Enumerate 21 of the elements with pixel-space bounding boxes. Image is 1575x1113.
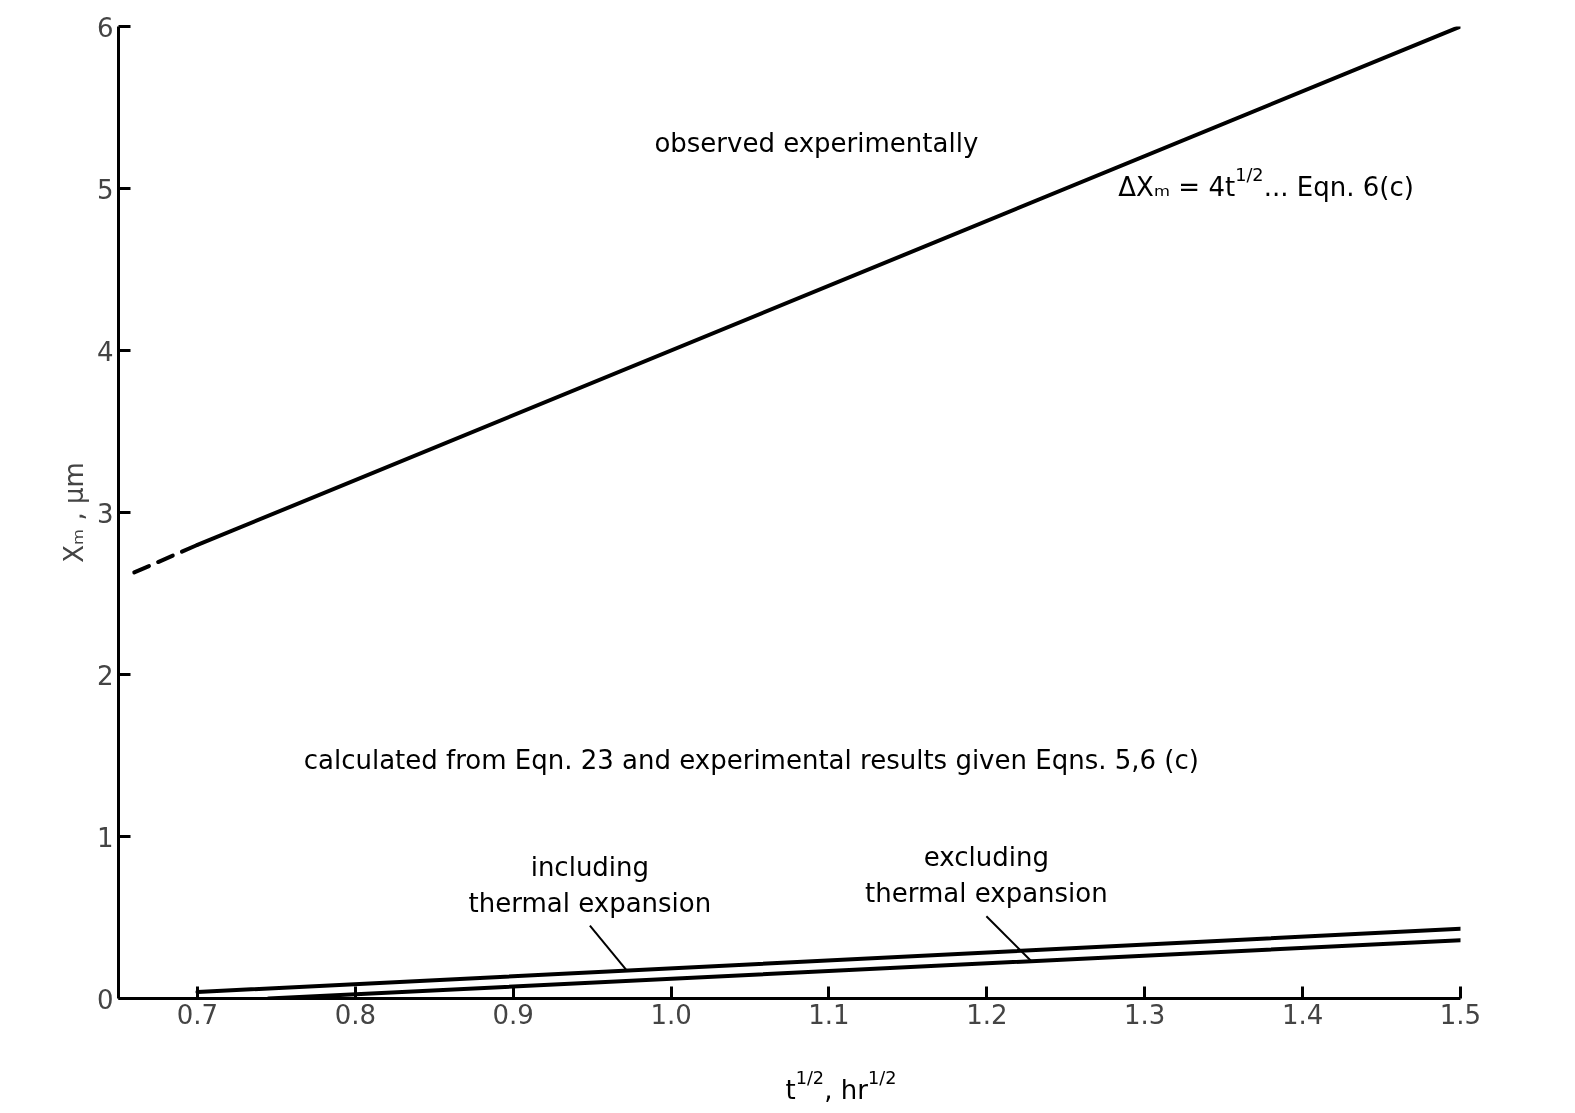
y-axis-title: Xₘ , μm — [58, 462, 89, 563]
x-tick-label: 1.1 — [808, 999, 850, 1030]
text: observed experimentally — [654, 127, 979, 158]
x-tick-label: 1.4 — [1281, 999, 1324, 1030]
y-tick-label: 2 — [96, 660, 114, 691]
y-tick-label: 0 — [96, 984, 114, 1015]
x-tick-label: 1.0 — [650, 999, 692, 1030]
y-tick-label: 4 — [96, 336, 114, 367]
x-tick-label: 0.8 — [334, 999, 377, 1030]
y-tick-label: 1 — [96, 822, 114, 853]
x-tick-label: 1.2 — [966, 999, 1008, 1030]
x-tick-label: 0.9 — [492, 999, 534, 1030]
series-label: excluding thermal expansion — [865, 842, 1108, 909]
y-tick-label: 6 — [96, 12, 114, 43]
x-tick-label: 1.3 — [1124, 999, 1166, 1030]
x-tick-label: 0.7 — [176, 999, 219, 1030]
x-tick-label: 1.5 — [1439, 999, 1482, 1030]
y-tick-label: 5 — [96, 174, 114, 205]
y-tick-label: 3 — [96, 498, 114, 529]
series-label: including thermal expansion — [468, 851, 712, 918]
annotation: calculated from Eqn. 23 and experimental results given Eqns. 5,6 (c) — [303, 745, 1199, 776]
